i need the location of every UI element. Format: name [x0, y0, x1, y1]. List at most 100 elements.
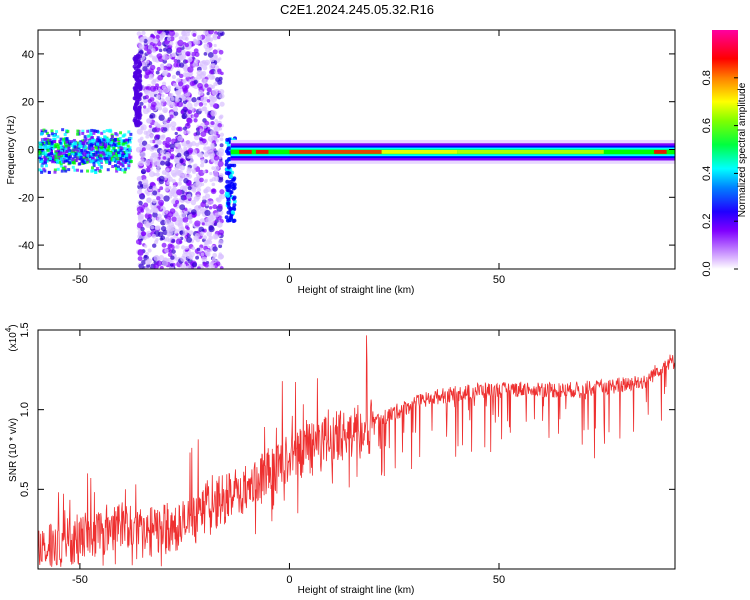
- spectrogram-pixel: [44, 151, 48, 155]
- spectrogram-pixel: [111, 154, 115, 158]
- spectrogram-pixel: [202, 195, 207, 201]
- spectrogram-pixel: [152, 185, 157, 190]
- spectrogram-pixel: [79, 157, 83, 161]
- spectrogram-pixel: [139, 183, 144, 188]
- spectrogram-pixel: [224, 215, 229, 220]
- spectrogram-pixel: [206, 98, 211, 103]
- spectrogram-pixel: [199, 177, 204, 183]
- spectrogram-pixel: [207, 34, 211, 38]
- spectrogram-pixel: [208, 226, 215, 233]
- spectrogram-pixel: [84, 153, 88, 157]
- spectrogram-pixel: [206, 231, 213, 237]
- spectrogram-pixel: [117, 142, 121, 146]
- spectrogram-pixel: [161, 99, 166, 103]
- spectrogram-pixel: [101, 140, 105, 144]
- spectrogram-pixel: [184, 246, 189, 250]
- spectrogram-pixel: [116, 165, 120, 169]
- spectrogram-pixel: [105, 154, 109, 158]
- spectrogram-pixel: [105, 157, 109, 161]
- spectrogram-pixel: [207, 51, 214, 58]
- spectrogram-pixel: [88, 155, 92, 159]
- spectrogram-pixel: [142, 105, 147, 109]
- spectrogram-pixel: [171, 239, 175, 243]
- spectrogram-pixel: [73, 155, 77, 159]
- spectrogram-pixel: [227, 146, 232, 151]
- spectrogram-pixel: [169, 41, 174, 46]
- spectrogram-pixel: [207, 239, 213, 245]
- spectrogram-pixel: [80, 145, 84, 149]
- spectrogram-pixel: [159, 266, 164, 269]
- spectrogram-pixel: [174, 245, 179, 249]
- spectrogram-pixel: [67, 155, 71, 159]
- spectrogram-pixel: [147, 213, 153, 219]
- spectrogram-pixel: [174, 97, 180, 103]
- spectrogram-pixel: [193, 58, 199, 64]
- spectrogram-pixel: [136, 175, 143, 182]
- spectrogram-pixel: [165, 168, 170, 172]
- spectrogram-pixel: [76, 150, 80, 154]
- spectrogram-pixel: [163, 195, 170, 202]
- spectrogram-pixel: [148, 124, 152, 128]
- spectrogram-pixel: [156, 41, 162, 47]
- spectrogram-pixel: [205, 37, 211, 42]
- spectrogram-pixel: [167, 55, 172, 60]
- spectrogram-pixel: [138, 200, 143, 206]
- spectrogram-pixel: [169, 263, 174, 267]
- spectrogram-pixel: [139, 49, 144, 55]
- spectrogram-pixel: [56, 159, 60, 163]
- spectrogram-pixel: [38, 145, 42, 149]
- spectrogram-pixel: [126, 162, 130, 166]
- spectrogram-pixel: [133, 61, 138, 66]
- spectrogram-pixel: [38, 150, 42, 154]
- spectrogram-pixel: [63, 149, 67, 153]
- spectrogram-pixel: [44, 164, 48, 168]
- spectrogram-pixel: [156, 30, 163, 35]
- spectrogram-pixel: [38, 141, 42, 145]
- spectrogram-band-core: [289, 149, 382, 154]
- spectrogram-pixel: [90, 144, 94, 148]
- spectrogram-pixel: [67, 156, 71, 160]
- spectrogram-pixel: [113, 138, 117, 142]
- spectrogram-pixel: [161, 242, 167, 248]
- spectrogram-pixel: [63, 141, 67, 145]
- spectrogram-pixel: [212, 246, 218, 252]
- spectrogram-pixel: [142, 178, 149, 186]
- spectrogram-pixel: [137, 256, 143, 262]
- spectrogram-pixel: [154, 134, 160, 139]
- spectrogram-pixel: [99, 142, 103, 146]
- spectrogram-pixel: [138, 78, 143, 83]
- spectrogram-pixel: [64, 144, 68, 148]
- spectrogram-pixel: [202, 169, 206, 174]
- spectrogram-xlabel: Height of straight line (km): [298, 285, 415, 296]
- spectrogram-pixel: [157, 139, 162, 145]
- spectrogram-pixel: [218, 115, 223, 120]
- spectrogram-pixel: [51, 133, 55, 137]
- spectrogram-pixel: [41, 151, 45, 155]
- spectrogram-pixel: [128, 140, 132, 144]
- spectrogram-pixel: [136, 206, 144, 213]
- spectrogram-pixel: [102, 143, 106, 147]
- spectrogram-pixel: [65, 140, 69, 144]
- spectrogram-pixel: [122, 157, 126, 161]
- spectrogram-pixel: [177, 147, 183, 153]
- spectrogram-pixel: [105, 148, 109, 152]
- spectrogram-pixel: [60, 157, 64, 161]
- spectrogram-pixel: [120, 139, 124, 143]
- spectrogram-pixel: [188, 220, 193, 224]
- spectrogram-pixel: [99, 139, 103, 143]
- spectrogram-pixel: [155, 94, 161, 100]
- spectrogram-ytick-label: 40: [22, 49, 34, 61]
- spectrogram-pixel: [214, 165, 220, 171]
- spectrogram-pixel: [146, 233, 151, 238]
- spectrogram-pixel: [65, 159, 69, 163]
- spectrogram-ticks: -50 0 50 -40 -20 0 20 40: [18, 30, 675, 286]
- spectrogram-pixel: [43, 169, 47, 173]
- spectrogram-pixel: [123, 150, 127, 154]
- spectrogram-pixel: [42, 145, 46, 149]
- spectrogram-pixel: [163, 47, 167, 52]
- spectrogram-pixel: [195, 194, 201, 200]
- spectrogram-pixel: [117, 153, 121, 157]
- spectrogram-pixel: [199, 231, 205, 237]
- spectrogram-pixel: [153, 255, 160, 262]
- spectrogram-pixel: [188, 230, 194, 235]
